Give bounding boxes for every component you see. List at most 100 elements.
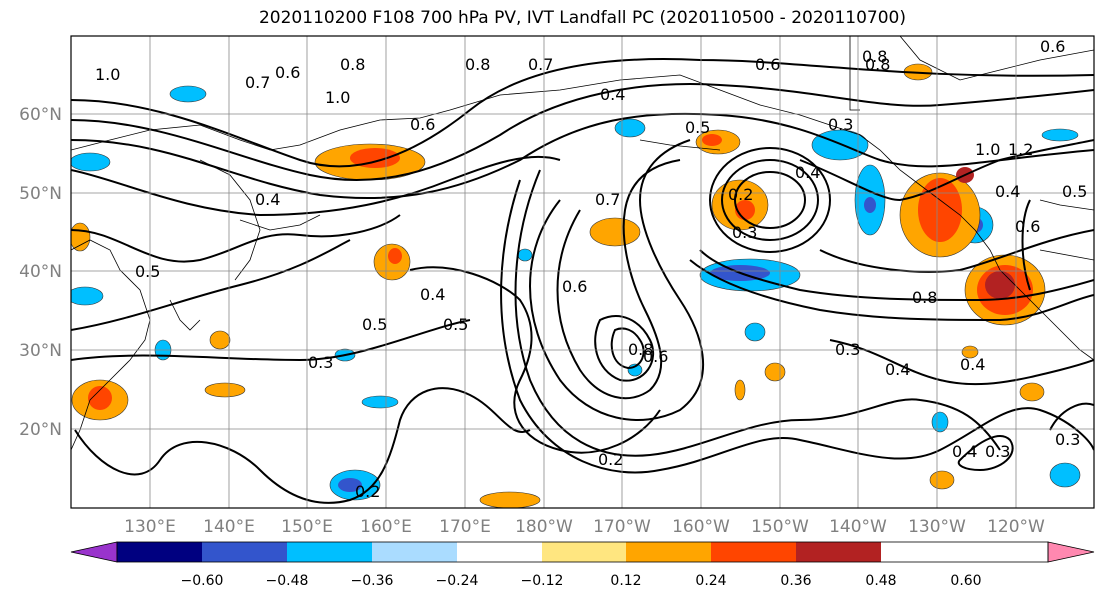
lat-axis: 60°N 50°N 40°N 30°N 20°N [19,105,62,440]
positive-anomaly-peak [985,271,1015,299]
contour-label: 0.7 [528,55,553,74]
contour-label: 0.3 [985,442,1010,461]
lon-label: 170°E [439,517,491,537]
colorbar-tick-label: 0.24 [695,573,726,589]
contour-label: 0.5 [443,315,468,334]
colorbar-bin [796,542,881,562]
pv-contour-line [500,179,1094,474]
positive-anomaly [961,345,979,359]
map-title: 2020110200 F108 700 hPa PV, IVT Landfall… [258,8,906,28]
contour-label: 0.8 [628,340,653,359]
lon-label: 140°E [203,517,255,537]
pv-contour-line [71,83,1094,181]
negative-anomaly [1049,462,1081,488]
pv-contours [71,58,1094,504]
contour-label: 1.0 [95,65,120,84]
positive-anomaly [1019,382,1045,402]
contour-label: 0.7 [595,190,620,209]
pv-contour-line [529,139,705,421]
pv-contour-line [74,387,531,504]
colorbar: −0.60 −0.48 −0.36 −0.24 −0.12 0.12 0.24 … [70,541,1095,589]
lon-label: 130°E [124,517,176,537]
colorbar-tick-label: −0.60 [181,573,224,589]
colorbar-outline [116,541,1049,563]
contour-label: 0.2 [355,482,380,501]
pv-contour-line [709,147,831,253]
contour-label: 1.0 [325,88,350,107]
contour-label: 0.5 [135,262,160,281]
colorbar-extend-high [1047,541,1095,563]
pv-contour-line [71,155,561,217]
pv-contour-line [594,315,655,382]
contour-label: 0.6 [410,115,435,134]
contour-label: 0.5 [685,118,710,137]
negative-anomaly [71,152,111,172]
contour-labels: 1.0 0.7 0.6 0.8 1.0 0.8 0.7 0.4 0.6 0.6 … [95,37,1087,501]
positive-anomaly [764,362,786,382]
negative-anomaly [71,286,104,306]
pv-contour-line [1021,199,1031,291]
negative-anomaly-core [338,478,362,492]
map-frame [70,35,1095,509]
negative-anomaly [517,248,533,262]
negative-anomaly [169,85,207,103]
contour-label: 0.4 [795,163,820,182]
colorbar-extend-low [70,541,118,563]
contour-label: 0.8 [862,47,887,66]
pv-contour-line [71,112,1094,200]
colorbar-bin [711,542,796,562]
negative-anomaly-core [864,197,876,213]
graticule [71,36,1094,508]
pv-contour-line [71,239,351,331]
contour-label: 0.4 [600,85,625,104]
positive-anomaly-core [388,248,402,264]
lat-label: 60°N [19,105,62,125]
contour-label: 0.3 [308,353,333,372]
colorbar-bin [372,542,457,562]
contour-label: 0.6 [643,347,668,366]
contour-label: 0.3 [828,115,853,134]
contour-label: 0.3 [732,223,757,242]
coastlines [71,36,1094,451]
lat-label: 30°N [19,341,62,361]
contour-label: 0.3 [835,340,860,359]
lon-label: 160°E [360,517,412,537]
contour-label: 0.5 [1062,182,1087,201]
pv-contour-line [957,435,1014,472]
lat-label: 40°N [19,262,62,282]
pv-contour-line [689,259,1094,322]
negative-anomaly [614,118,646,138]
pv-contour-line [819,229,1094,273]
colorbar-tick-label: −0.48 [266,573,309,589]
lon-label: 150°W [751,517,809,537]
lon-label: 170°W [593,517,651,537]
pv-contour-line [829,339,1094,386]
lon-label: 130°W [908,517,966,537]
pv-contour-line [1049,402,1094,431]
lat-label: 50°N [19,184,62,204]
lon-label: 160°W [672,517,730,537]
colorbar-bin [457,542,542,562]
contour-label: 0.5 [362,315,387,334]
pv-contour-line [71,319,471,362]
positive-anomaly-core [702,134,722,146]
pv-contour-line [721,159,819,241]
colorbar-tick-label: 0.60 [950,573,981,589]
contour-label: 0.4 [995,182,1020,201]
colorbar-tick-label: 0.12 [610,573,641,589]
pv-contour-line [71,214,401,263]
pv-contour-line [514,169,1001,457]
positive-anomaly [589,217,641,247]
contour-label: 1.2 [1008,140,1033,159]
lon-axis: 130°E 140°E 150°E 160°E 170°E 180°W 170°… [124,517,1045,537]
contour-label: 0.6 [1015,217,1040,236]
contour-label: 0.8 [912,288,937,307]
contour-label: 0.2 [728,185,753,204]
contour-label: 0.6 [562,277,587,296]
lon-label: 140°W [829,517,887,537]
contour-label: 0.6 [755,55,780,74]
colorbar-bin [542,542,626,562]
lon-label: 150°E [281,517,333,537]
pv-contour-line [556,159,681,400]
